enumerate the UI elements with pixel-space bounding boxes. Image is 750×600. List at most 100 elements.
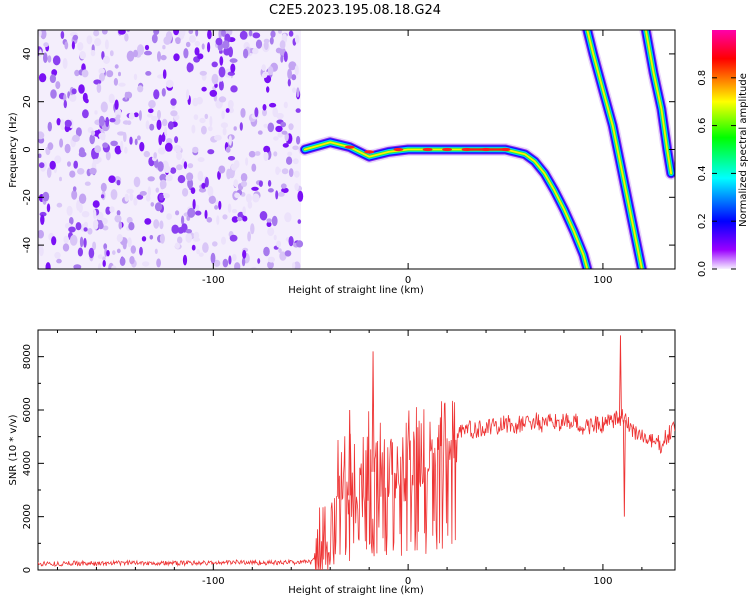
noise-blob <box>222 214 228 220</box>
noise-blob <box>129 256 135 265</box>
noise-blob <box>199 117 206 124</box>
noise-blob <box>248 30 253 37</box>
noise-blob <box>206 217 213 223</box>
noise-blob <box>94 145 102 154</box>
noise-blob <box>190 187 196 195</box>
noise-blob <box>144 50 152 56</box>
spectrogram-xtick-label: -100 <box>202 275 225 286</box>
noise-blob <box>197 170 204 182</box>
noise-blob <box>47 121 52 132</box>
noise-blob <box>50 89 57 99</box>
noise-blob <box>147 176 155 182</box>
noise-blob <box>129 136 133 145</box>
noise-blob <box>54 251 61 259</box>
snr-spike <box>371 351 375 472</box>
noise-blob <box>288 236 294 247</box>
noise-blob <box>49 160 56 170</box>
noise-blob <box>185 89 190 101</box>
noise-blob <box>133 176 141 188</box>
snr-frame <box>37 329 676 571</box>
noise-blob <box>266 218 273 223</box>
noise-blob <box>83 237 87 248</box>
spectrogram-ytick-label: -20 <box>22 189 33 205</box>
noise-blob <box>296 87 300 98</box>
noise-blob <box>92 241 97 251</box>
noise-blob <box>43 42 49 48</box>
noise-blob <box>273 136 279 141</box>
noise-blob <box>129 192 134 201</box>
noise-blob <box>56 258 62 264</box>
noise-blob <box>277 191 285 197</box>
noise-blob <box>227 156 236 161</box>
noise-blob <box>175 37 181 43</box>
noise-blob <box>267 122 275 133</box>
noise-blob <box>71 190 78 200</box>
noise-blob <box>269 37 274 45</box>
noise-blob <box>82 109 89 119</box>
noise-blob <box>117 131 125 136</box>
noise-blob <box>204 176 209 188</box>
noise-blob <box>79 236 84 248</box>
noise-blob <box>263 151 269 162</box>
noise-blob <box>102 142 109 148</box>
noise-blob <box>239 30 248 40</box>
noise-blob <box>78 84 85 94</box>
noise-blob <box>157 161 164 172</box>
noise-blob <box>102 225 109 231</box>
noise-blob <box>99 72 105 82</box>
noise-blob <box>161 88 166 97</box>
noise-blob <box>241 257 246 267</box>
noise-blob <box>114 64 119 69</box>
noise-blob <box>263 145 271 153</box>
noise-blob <box>281 168 289 175</box>
noise-blob <box>222 258 229 268</box>
noise-blob <box>153 219 160 229</box>
spectrogram-xtick-label: 0 <box>405 275 411 286</box>
snr-spike <box>619 335 622 419</box>
noise-blob <box>198 252 204 257</box>
noise-blob <box>154 202 163 212</box>
noise-blob <box>261 64 266 71</box>
colorbar-tick-label: 0.6 <box>697 118 708 134</box>
noise-blob <box>122 240 127 250</box>
noise-blob <box>92 200 100 208</box>
noise-blob <box>187 178 194 189</box>
noise-blob <box>201 125 207 135</box>
noise-blob <box>176 151 183 161</box>
noise-blob <box>126 188 134 194</box>
noise-blob <box>213 259 221 267</box>
noise-blob <box>183 161 188 170</box>
noise-blob <box>173 53 180 62</box>
noise-blob <box>109 118 116 123</box>
noise-blob <box>277 132 284 138</box>
noise-blob <box>263 246 270 257</box>
noise-blob <box>38 229 44 239</box>
noise-blob <box>88 247 95 259</box>
noise-blob <box>128 222 135 231</box>
colorbar-tick-label: 0.0 <box>697 261 708 277</box>
noise-blob <box>247 201 253 209</box>
noise-blob <box>126 216 133 224</box>
noise-blob <box>62 58 68 69</box>
noise-blob <box>288 61 297 71</box>
noise-blob <box>89 167 97 175</box>
noise-blob <box>208 195 216 204</box>
noise-blob <box>149 235 154 240</box>
noise-blob <box>145 194 151 202</box>
noise-blob <box>209 89 218 97</box>
noise-blob <box>283 101 288 109</box>
noise-blob <box>134 138 138 146</box>
noise-blob <box>211 61 218 68</box>
noise-blob <box>94 110 98 115</box>
noise-blob <box>71 41 75 50</box>
noise-blob <box>106 250 110 257</box>
snr-ylabel: SNR (10 * v/v) <box>8 414 19 485</box>
noise-blob <box>90 49 96 57</box>
noise-blob <box>191 124 196 134</box>
noise-blob <box>239 122 243 131</box>
noise-blob <box>154 248 158 254</box>
noise-blob <box>254 107 259 118</box>
noise-blob <box>69 170 76 178</box>
noise-blob <box>292 87 296 93</box>
noise-blob <box>116 210 121 216</box>
